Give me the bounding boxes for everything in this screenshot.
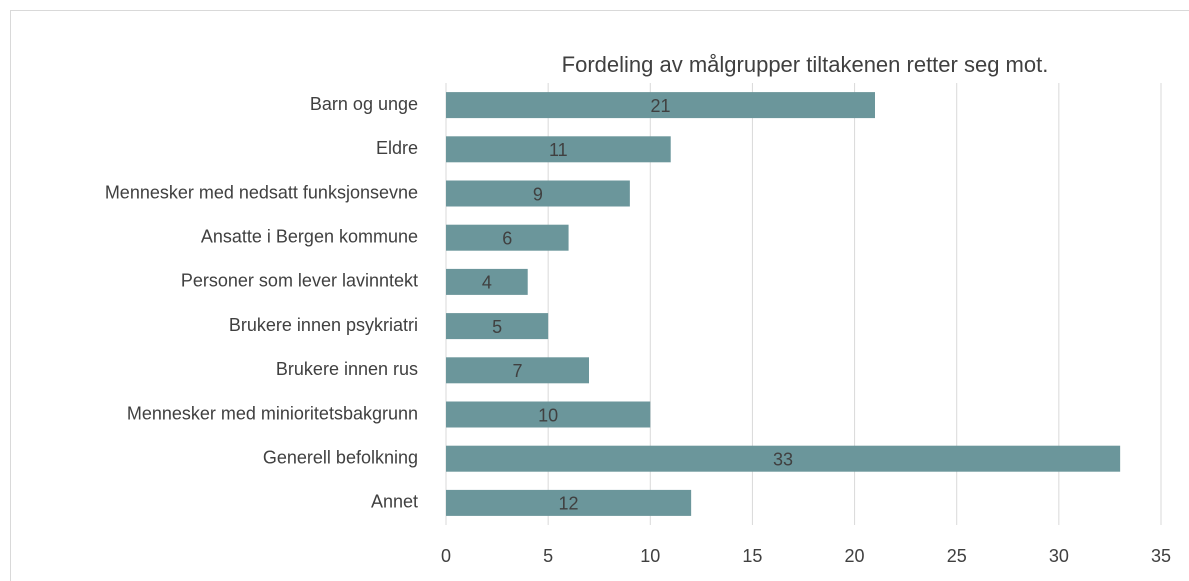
bar	[446, 445, 1121, 472]
x-tick-label: 25	[947, 546, 967, 566]
y-tick-label: Eldre	[376, 138, 418, 158]
y-tick-label: Brukere innen rus	[276, 359, 418, 379]
data-label: 33	[773, 449, 793, 469]
y-tick-label: Barn og unge	[310, 94, 418, 114]
data-label: 21	[650, 96, 670, 116]
bar	[446, 268, 528, 295]
x-tick-label: 20	[845, 546, 865, 566]
data-label: 7	[512, 361, 522, 381]
bar	[446, 180, 630, 207]
data-label: 6	[502, 228, 512, 248]
x-tick-label: 15	[742, 546, 762, 566]
x-tick-label: 35	[1151, 546, 1171, 566]
y-tick-label: Mennesker med nedsatt funksjonsevne	[105, 182, 418, 202]
bar	[446, 401, 651, 428]
bar	[446, 313, 549, 340]
data-label: 5	[492, 317, 502, 337]
y-tick-label: Personer som lever lavinntekt	[181, 271, 418, 291]
x-tick-label: 5	[543, 546, 553, 566]
bar	[446, 92, 875, 119]
bar	[446, 357, 589, 384]
y-tick-label: Annet	[371, 492, 418, 512]
y-tick-label: Mennesker med minioritetsbakgrunn	[127, 403, 418, 423]
y-tick-label: Brukere innen psykriatri	[229, 315, 418, 335]
data-label: 9	[533, 184, 543, 204]
y-tick-label: Ansatte i Bergen kommune	[201, 226, 418, 246]
data-label: 10	[538, 405, 558, 425]
data-label: 12	[559, 494, 579, 514]
bar	[446, 136, 671, 163]
y-tick-label: Generell befolkning	[263, 447, 418, 467]
bar	[446, 489, 692, 516]
bar	[446, 224, 569, 251]
x-tick-label: 30	[1049, 546, 1069, 566]
x-tick-label: 10	[640, 546, 660, 566]
data-label: 4	[482, 273, 492, 293]
x-tick-label: 0	[441, 546, 451, 566]
chart-title: Fordeling av målgrupper tiltakenen rette…	[562, 52, 1049, 77]
data-label: 11	[549, 140, 568, 160]
